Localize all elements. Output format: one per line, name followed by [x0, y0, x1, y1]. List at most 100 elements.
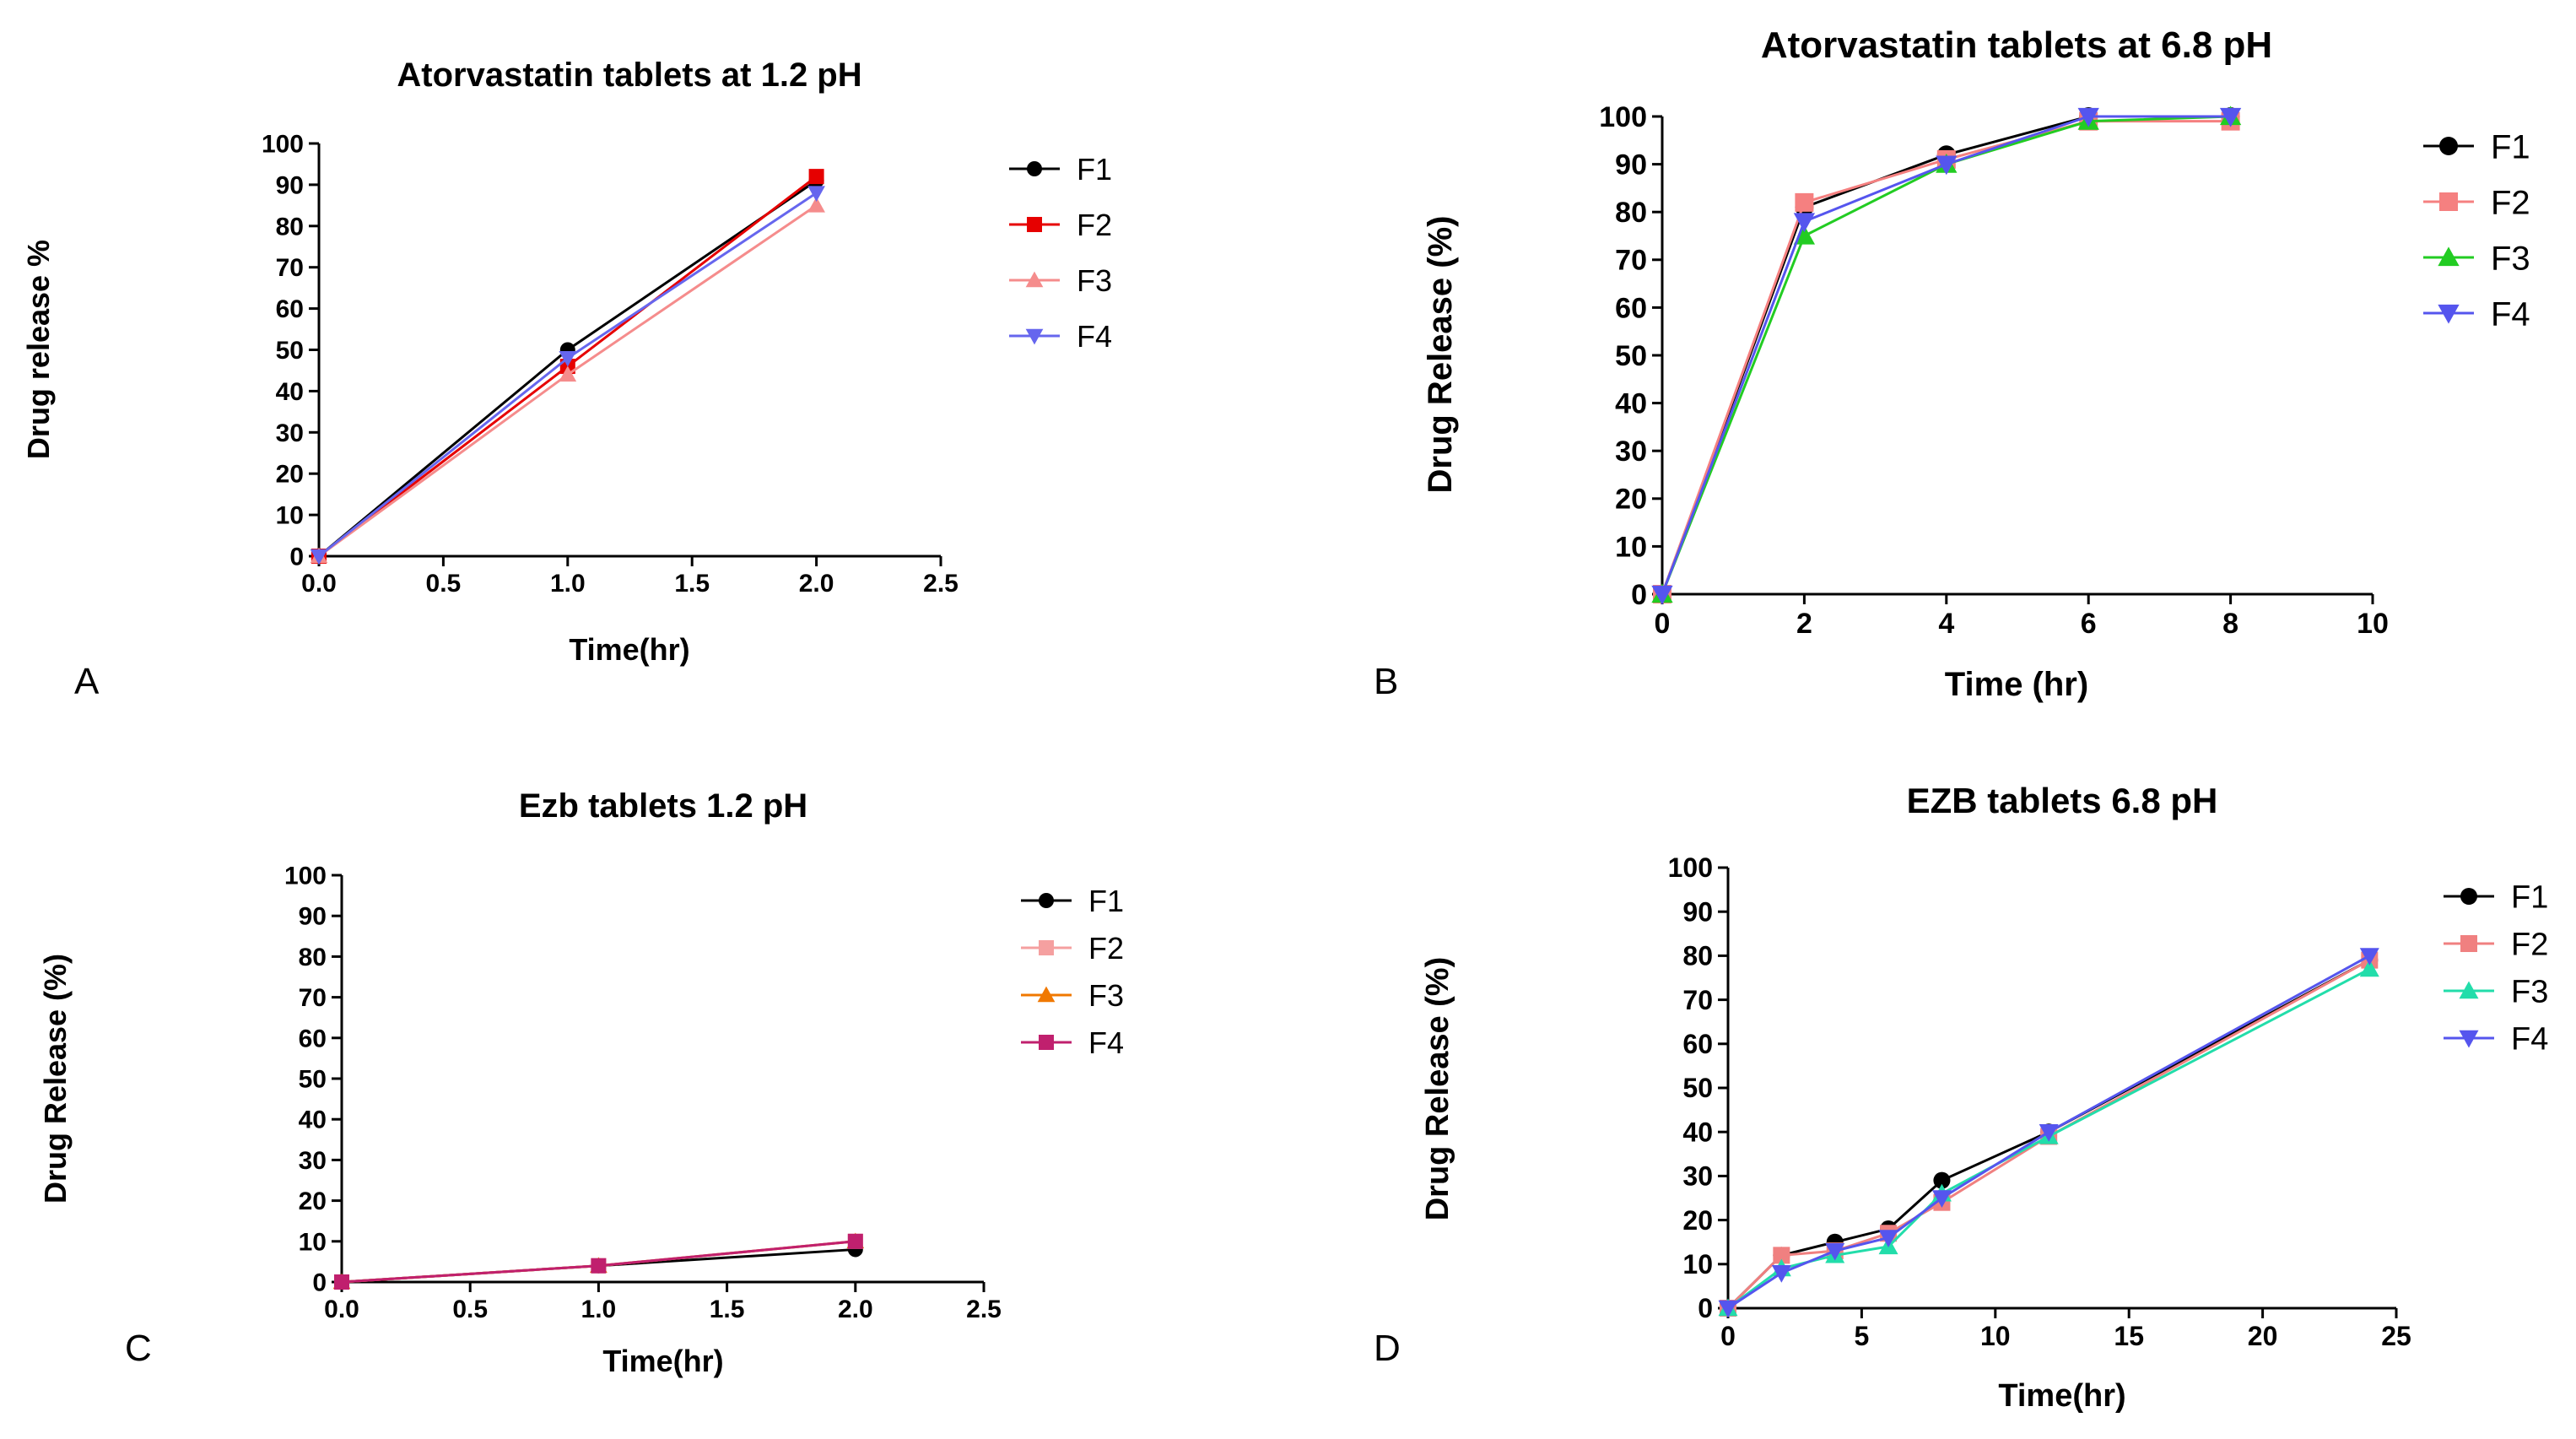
chart-c-y-tick-label: 90 — [299, 903, 327, 931]
chart-a-legend-marker — [1027, 161, 1042, 176]
chart-d-x-tick-label: 25 — [2381, 1321, 2411, 1351]
chart-b-legend-marker — [2438, 246, 2460, 267]
chart-c-y-tick-label: 10 — [299, 1228, 327, 1256]
chart-b-legend-label: F1 — [2491, 128, 2530, 165]
chart-b-series-f3-point — [1793, 225, 1816, 245]
chart-c-series-f4-point — [334, 1274, 349, 1290]
chart-c-y-tick-label: 60 — [299, 1025, 327, 1052]
chart-a-legend-item-f2: F2 — [1009, 208, 1112, 242]
chart-d-y-tick-label: 80 — [1682, 941, 1713, 971]
chart-c-legend-marker — [1039, 940, 1054, 955]
chart-b-x-tick-label: 6 — [2081, 608, 2097, 640]
chart-d-legend-marker — [2460, 935, 2477, 952]
chart-d-y-tick-label: 20 — [1682, 1205, 1713, 1236]
chart-c-y-tick-label: 80 — [299, 944, 327, 971]
chart-a-y-tick-label: 70 — [276, 254, 304, 282]
chart-a-legend-item-f4: F4 — [1009, 319, 1112, 354]
chart-d-x-axis-label: Time(hr) — [1998, 1378, 2125, 1414]
chart-c-legend-item-f2: F2 — [1021, 931, 1124, 966]
chart-b-y-axis-label: Drug Release (%) — [1422, 216, 1459, 494]
chart-a-y-tick-label: 20 — [276, 461, 304, 489]
chart-b-y-tick-label: 50 — [1615, 340, 1647, 372]
chart-c-legend-label: F1 — [1088, 884, 1124, 918]
chart-a-y-tick-label: 50 — [276, 337, 304, 365]
chart-a-y-axis-label: Drug release % — [21, 240, 56, 459]
chart-b-series-f1-line — [1661, 115, 2231, 595]
chart-b-y-tick-label: 60 — [1615, 292, 1647, 324]
chart-c-x-tick-label: 2.5 — [966, 1296, 1002, 1323]
chart-d-legend-label: F1 — [2511, 880, 2548, 916]
chart-a-legend-label: F3 — [1077, 263, 1112, 298]
chart-b-panel-letter: B — [1374, 661, 1398, 702]
chart-c-panel-letter: C — [125, 1328, 152, 1369]
chart-a-x-tick-label: 0.0 — [301, 570, 337, 598]
chart-a-legend-label: F2 — [1077, 208, 1112, 242]
chart-b-series-f4-point — [2219, 107, 2242, 127]
chart-d-y-tick-label: 40 — [1682, 1117, 1713, 1147]
chart-c-x-axis-label: Time(hr) — [602, 1344, 723, 1378]
chart-a-y-tick-label: 80 — [276, 213, 304, 241]
chart-d-x-tick-label: 0 — [1720, 1321, 1736, 1351]
chart-d-series-f4-point — [1771, 1265, 1791, 1283]
chart-b-x-tick-label: 2 — [1796, 608, 1812, 640]
chart-d-series-f4-point — [1825, 1242, 1845, 1261]
chart-a-title: Atorvastatin tablets at 1.2 pH — [397, 57, 861, 94]
chart-b-x-tick-label: 8 — [2222, 608, 2238, 640]
chart-a-y-tick-label: 10 — [276, 502, 304, 530]
chart-b-legend-label: F4 — [2491, 295, 2530, 333]
chart-b-y-tick-label: 80 — [1615, 197, 1647, 229]
chart-d-legend-marker — [2459, 1030, 2479, 1048]
chart-b-series-f2-line — [1661, 120, 2231, 595]
chart-c-legend-item-f4: F4 — [1021, 1025, 1124, 1060]
chart-d-y-tick-label: 50 — [1682, 1073, 1713, 1103]
chart-d-title: EZB tablets 6.8 pH — [1907, 781, 2218, 820]
chart-a-legend-label: F4 — [1077, 319, 1112, 354]
chart-a-series-f3-point — [559, 365, 577, 382]
chart-b-series-f4-point — [1651, 585, 1673, 605]
chart-d-series-f4-point — [1878, 1230, 1898, 1247]
chart-d-series-f2-point — [1773, 1247, 1790, 1264]
chart-b-y-tick-label: 100 — [1599, 101, 1647, 133]
chart-d-x-tick-label: 10 — [1980, 1321, 2011, 1351]
chart-c-y-tick-label: 50 — [299, 1066, 327, 1094]
chart-c-series-f4-point — [591, 1258, 607, 1274]
chart-b-series-f4-point — [1936, 155, 1958, 176]
chart-d-legend-item-f2: F2 — [2444, 928, 2548, 963]
chart-c-series-f4-point — [847, 1233, 863, 1249]
chart-c-x-tick-label: 1.5 — [710, 1296, 745, 1323]
chart-b-legend-marker — [2439, 137, 2458, 155]
chart-c-x-tick-label: 2.0 — [838, 1296, 873, 1323]
chart-b-legend-marker — [2438, 304, 2460, 324]
chart-b-y-tick-label: 20 — [1615, 484, 1647, 516]
chart-b-legend-item-f3: F3 — [2423, 240, 2530, 277]
chart-c-x-tick-label: 1.0 — [581, 1296, 617, 1323]
chart-b-y-tick-label: 90 — [1615, 149, 1647, 181]
chart-c-y-axis-label: Drug Release (%) — [38, 954, 73, 1204]
chart-a-x-tick-label: 2.5 — [923, 570, 959, 598]
chart-c-x-tick-label: 0.0 — [324, 1296, 359, 1323]
chart-b-legend-marker — [2439, 192, 2458, 211]
chart-c-y-tick-label: 30 — [299, 1147, 327, 1175]
chart-b-series-f4-point — [2077, 107, 2099, 127]
chart-b-x-tick-label: 0 — [1655, 608, 1671, 640]
chart-b-x-axis-label: Time (hr) — [1945, 666, 2088, 703]
chart-a-legend-marker — [1025, 271, 1044, 288]
chart-d-series-f1-point — [1933, 1171, 1951, 1189]
chart-c-legend-label: F2 — [1088, 931, 1124, 966]
chart-d-y-axis-label: Drug Release (%) — [1420, 957, 1455, 1221]
chart-a-x-tick-label: 1.0 — [550, 570, 586, 598]
chart-c-legend-marker — [1037, 986, 1056, 1003]
chart-b-legend-item-f4: F4 — [2423, 295, 2530, 333]
chart-a-y-tick-label: 40 — [276, 378, 304, 406]
chart-a-x-axis-label: Time(hr) — [569, 632, 689, 667]
chart-b-legend-item-f1: F1 — [2423, 128, 2530, 165]
chart-c-y-tick-label: 20 — [299, 1187, 327, 1215]
chart-b-series-f2-point — [1795, 192, 1814, 212]
chart-c-title: Ezb tablets 1.2 pH — [519, 787, 807, 825]
chart-d-y-tick-label: 90 — [1682, 896, 1713, 927]
chart-b-series-f4-line — [1661, 115, 2231, 595]
chart-d-panel: EZB tablets 6.8 pH0102030405060708090100… — [1374, 781, 2548, 1414]
chart-d-y-tick-label: 70 — [1682, 985, 1713, 1015]
chart-c-y-tick-label: 100 — [284, 863, 327, 890]
